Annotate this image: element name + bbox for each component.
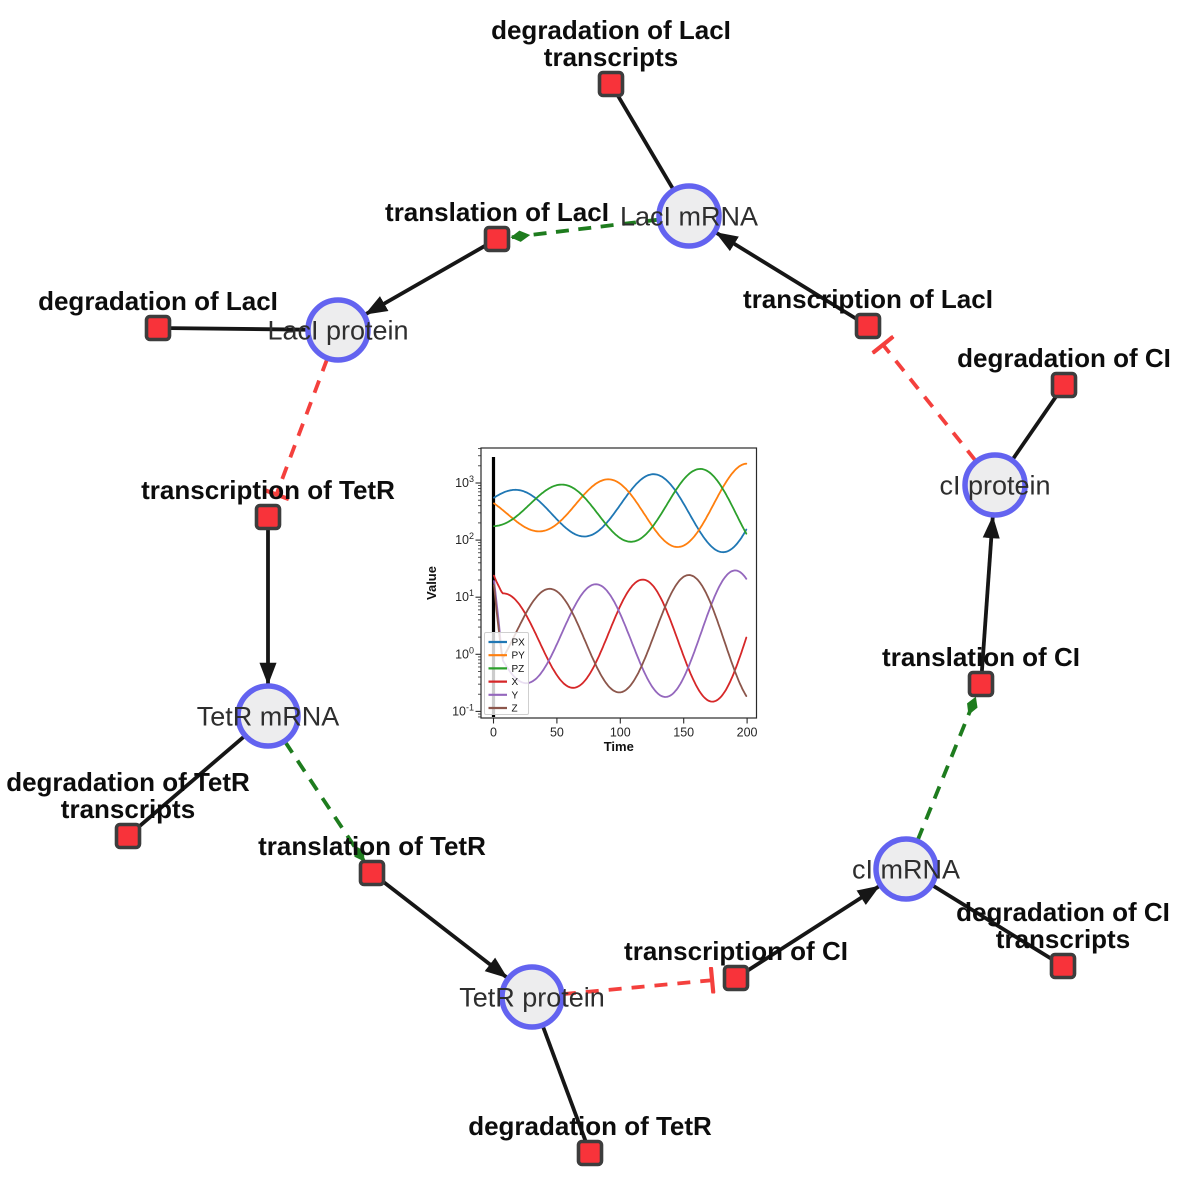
edge-production-txn-laci-laci-mrna (715, 231, 858, 321)
reaction-node-txn-ci (722, 964, 750, 992)
species-node-laci-mrna (656, 183, 722, 249)
edge-consumption-tetr-mrna-deg-tetr-transcripts (136, 734, 247, 829)
reaction-node-transl-ci (967, 670, 995, 698)
species-node-laci-protein (305, 297, 371, 363)
edge-production-transl-laci-laci-protein (364, 243, 487, 316)
edge-modifier-tetr-mrna-transl-tetr (283, 740, 366, 862)
edge-consumption-laci-mrna-deg-laci-transcripts (615, 94, 676, 192)
inset-chart: 0 50 100 150 200Time10310210110010-1ValuePXP… (424, 447, 758, 754)
species-label-ci-mrna: cI mRNA (852, 855, 960, 885)
x-tick-label: 200 (737, 726, 758, 740)
species-node-ci-mrna (873, 836, 939, 902)
edge-production-transl-ci-ci-protein (980, 515, 1000, 672)
reaction-label-txn-tetr: transcription of TetR (141, 475, 395, 505)
y-tick-label: 10-1 (452, 702, 474, 718)
species-label-ci-protein: cI protein (939, 471, 1050, 501)
edge-consumption-tetr-protein-deg-tetr (540, 1024, 588, 1142)
chart-curves (493, 462, 748, 703)
species-label-tetr-protein: TetR protein (459, 983, 605, 1013)
edge-consumption-ci-mrna-deg-ci-transcripts (930, 883, 1053, 961)
reaction-label-transl-tetr: translation of TetR (258, 831, 486, 861)
species-node-tetr-protein (499, 964, 565, 1030)
legend-label-PZ: PZ (512, 664, 525, 675)
chart-series-Z (493, 574, 748, 697)
chart-series-X (493, 574, 748, 703)
reaction-label-deg-tetr-transcripts-line1: degradation of TetR (6, 767, 250, 797)
reaction-label-deg-tetr-transcripts-line2: transcripts (61, 794, 195, 824)
species-node-tetr-mrna (235, 683, 301, 749)
reaction-label-deg-ci: degradation of CI (957, 343, 1171, 373)
species-label-laci-protein: LacI protein (267, 316, 408, 346)
x-tick-label: 0 (490, 726, 497, 740)
reaction-label-deg-laci-transcripts-line2: transcripts (544, 42, 678, 72)
y-tick-label: 101 (455, 588, 474, 604)
chart-legend: PX PY PZ XYZ (484, 632, 529, 715)
legend-label-Z: Z (512, 704, 518, 715)
species-label-tetr-mrna: TetR mRNA (197, 702, 340, 732)
reaction-node-deg-ci (1050, 371, 1078, 399)
species-label-laci-mrna: LacI mRNA (620, 202, 758, 232)
labels-layer: LacI mRNA LacI protein TetR mRNA TetR prote… (6, 15, 1171, 1141)
reaction-label-deg-laci-transcripts-line1: degradation of LacI (491, 15, 731, 45)
reaction-node-transl-laci (483, 225, 511, 253)
legend-label-X: X (512, 677, 519, 688)
legend-label-Y: Y (512, 690, 519, 701)
reaction-node-deg-laci-transcripts (597, 70, 625, 98)
reaction-node-deg-laci (144, 314, 172, 342)
edge-consumption-laci-protein-deg-laci (170, 326, 309, 332)
nodes-layer (114, 70, 1078, 1167)
reaction-node-deg-tetr-transcripts (114, 822, 142, 850)
reaction-label-transl-laci: translation of LacI (385, 197, 609, 227)
y-tick-label: 100 (455, 645, 474, 661)
chart-x-axis: 0 50 100 150 200 (490, 718, 758, 740)
y-tick-label: 103 (455, 474, 474, 490)
edge-modifier-laci-mrna-transl-laci (510, 217, 659, 242)
edge-modifier-ci-mrna-transl-ci (915, 696, 978, 841)
y-tick-label: 102 (455, 531, 474, 547)
chart-y-axis: 103 102 101 100 10-1 (452, 448, 481, 718)
chart-xlabel: Time (604, 739, 634, 754)
edge-inhibition-ci-protein-txn-laci (883, 345, 978, 462)
chart-ylabel: Value (424, 566, 439, 600)
reaction-node-deg-ci-transcripts (1049, 952, 1077, 980)
edge-production-txn-ci-ci-mrna (745, 884, 881, 973)
legend-label-PX: PX (512, 638, 526, 649)
reaction-node-txn-laci (854, 312, 882, 340)
reaction-label-deg-ci-transcripts-line1: degradation of CI (956, 897, 1170, 927)
reaction-node-transl-tetr (358, 859, 386, 887)
edge-inhibition-tetr-protein-txn-ci (562, 980, 712, 997)
reaction-label-txn-laci: transcription of LacI (743, 284, 993, 314)
reaction-label-deg-laci: degradation of LacI (38, 286, 278, 316)
chart-series-Y (493, 569, 748, 698)
x-tick-label: 100 (610, 726, 631, 740)
x-tick-label: 150 (673, 726, 694, 740)
edges-layer (136, 94, 1059, 1142)
chart-series-PZ (493, 468, 748, 543)
reaction-node-txn-tetr (254, 503, 282, 531)
reaction-label-txn-ci: transcription of CI (624, 936, 848, 966)
reaction-node-deg-tetr (576, 1139, 604, 1167)
edge-inhibition-laci-protein-txn-tetr (276, 358, 329, 494)
chart-series-PY (493, 462, 748, 548)
reaction-label-deg-tetr: degradation of TetR (468, 1111, 712, 1141)
edge-consumption-ci-protein-deg-ci (1010, 394, 1059, 462)
x-tick-label: 50 (550, 726, 564, 740)
species-node-ci-protein (962, 452, 1028, 518)
edge-production-transl-tetr-tetr-protein (381, 879, 508, 979)
reaction-label-transl-ci: translation of CI (882, 642, 1080, 672)
legend-label-PY: PY (512, 651, 526, 662)
reaction-label-deg-ci-transcripts-line2: transcripts (996, 924, 1130, 954)
